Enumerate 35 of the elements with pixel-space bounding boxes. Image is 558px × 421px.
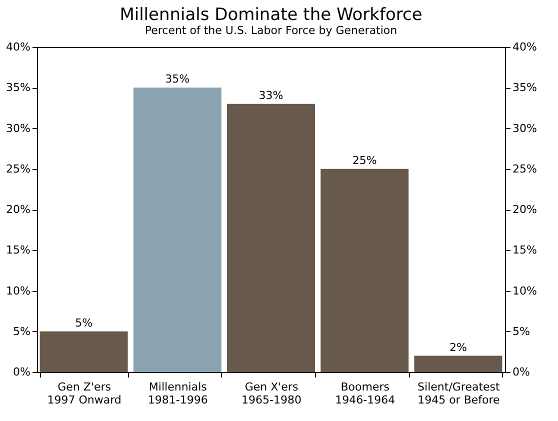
y-tick-label: 35% [6,81,30,94]
bar [133,88,222,372]
x-tick-label: Boomers 1946-1964 [335,380,396,406]
y2-tick-label: 10% [512,284,537,298]
y-tick-label: 15% [6,244,30,257]
y-tick-label: 40% [6,40,30,54]
y2-tick-label: 0% [512,366,530,378]
y2-tick-label: 15% [512,244,537,257]
data-label: 5% [75,316,93,330]
data-label: 33% [258,88,284,102]
chart-subtitle: Percent of the U.S. Labor Force by Generation [144,24,398,37]
y-tick-label: 5% [13,324,30,338]
x-tick-label: Gen X'ers 1965-1980 [242,380,302,406]
y2-tick-label: 35% [512,81,537,94]
bar [227,104,315,372]
chart-title: Millennials Dominate the Workforce [120,5,422,25]
x-tick-label: Gen Z'ers 1997 Onward [47,380,122,406]
y2-tick-label: 40% [512,40,537,54]
x-tick-label: Millennials 1981-1996 [148,380,208,406]
y2-tick-label: 5% [512,324,530,338]
y-tick-label: 0% [13,366,30,378]
y-tick-label: 30% [6,122,30,135]
y-tick-label: 20% [6,203,30,216]
data-label: 35% [165,72,190,86]
y-tick-label: 25% [6,162,30,176]
bar [320,168,409,372]
data-label: 2% [449,340,467,354]
y-tick-label: 10% [6,284,30,298]
y2-tick-label: 20% [512,203,537,216]
bar [414,356,502,372]
y2-tick-label: 25% [512,162,537,176]
bar [40,331,128,372]
x-tick-label: Silent/Greatest 1945 or Before [418,380,501,406]
data-label: 25% [352,154,377,167]
y2-tick-label: 30% [512,122,537,135]
